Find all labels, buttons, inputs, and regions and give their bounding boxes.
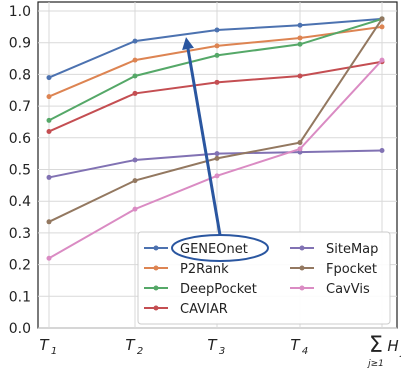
x-tick-subscript: 3	[219, 346, 225, 357]
data-point	[214, 173, 220, 179]
legend-item-caviar: CAVIAR	[144, 302, 228, 317]
series-layer	[46, 16, 385, 261]
x-tick-label: T	[207, 336, 218, 354]
data-point	[379, 147, 385, 153]
legend-label: CAVIAR	[180, 302, 228, 317]
data-point	[214, 155, 220, 161]
data-point	[46, 128, 52, 134]
legend-item-deeppocket: DeepPocket	[144, 282, 257, 297]
x-tick-label: H	[387, 337, 398, 355]
data-point	[46, 174, 52, 180]
annotation-ellipse	[171, 234, 269, 262]
y-axis-ticks: 0.0 0.1 0.2 0.3 0.4 0.5 0.6 0.7 0.8 0.9 1.0	[9, 4, 31, 337]
y-tick-label: 0.4	[9, 194, 31, 210]
data-point	[379, 24, 385, 30]
legend-item-geneonet: GENEOnet	[144, 242, 248, 257]
data-point	[214, 43, 220, 49]
y-tick-label: 0.1	[9, 289, 31, 305]
legend-marker	[153, 285, 159, 291]
data-point	[297, 41, 303, 47]
legend-marker	[153, 265, 159, 271]
data-point	[46, 94, 52, 100]
data-point	[46, 255, 52, 261]
y-tick-label: 0.9	[9, 36, 31, 52]
data-point	[297, 73, 303, 79]
x-tick-label: T	[39, 336, 50, 354]
data-point	[132, 157, 138, 163]
legend-marker	[153, 245, 159, 251]
legend-marker	[153, 305, 159, 311]
data-point	[214, 27, 220, 33]
legend-label: P2Rank	[180, 262, 229, 277]
y-tick-label: 0.3	[9, 226, 31, 242]
data-point	[132, 178, 138, 184]
y-tick-label: 0.8	[9, 67, 31, 83]
legend-label: Fpocket	[326, 262, 377, 277]
data-point	[132, 206, 138, 212]
legend-item-fpocket: Fpocket	[290, 262, 377, 277]
legend-marker	[299, 265, 305, 271]
data-point	[132, 73, 138, 79]
data-point	[46, 75, 52, 81]
data-point	[214, 52, 220, 58]
data-point	[46, 219, 52, 225]
data-point	[214, 79, 220, 85]
y-tick-label: 0.2	[9, 258, 31, 274]
legend-label: GENEOnet	[180, 242, 248, 257]
data-point	[132, 38, 138, 44]
data-point	[379, 16, 385, 22]
y-tick-label: 0.7	[9, 99, 31, 115]
legend-label: CavVis	[326, 282, 370, 297]
data-point	[379, 57, 385, 63]
data-point	[132, 57, 138, 63]
legend-box	[137, 231, 391, 325]
data-point	[214, 151, 220, 157]
x-tick-label: T	[125, 336, 136, 354]
data-point	[297, 140, 303, 146]
x-tick-sigma-subscript: j≥1	[366, 359, 384, 368]
x-tick-subscript: j	[399, 347, 401, 358]
data-point	[297, 35, 303, 41]
y-tick-label: 0.5	[9, 163, 31, 179]
legend-label: DeepPocket	[180, 282, 257, 297]
data-point	[297, 22, 303, 28]
legend-label: SiteMap	[326, 242, 378, 257]
y-tick-label: 1.0	[9, 4, 31, 20]
legend-marker	[299, 245, 305, 251]
y-tick-label: 0.6	[9, 131, 31, 147]
annotation-arrow	[171, 37, 269, 262]
legend-marker	[299, 285, 305, 291]
legend-item-p2rank: P2Rank	[144, 262, 229, 277]
legend-item-cavvis: CavVis	[290, 282, 370, 297]
x-axis-ticks: T1T2T3T4ΣHjj≥1	[39, 333, 401, 368]
y-tick-label: 0.0	[9, 321, 31, 337]
legend-item-sitemap: SiteMap	[290, 242, 378, 257]
annotation-arrow-line	[186, 46, 222, 236]
data-point	[132, 90, 138, 96]
data-point	[46, 117, 52, 123]
annotation-arrow-head	[182, 37, 194, 50]
data-point	[297, 146, 303, 152]
x-tick-subscript: 4	[302, 346, 308, 357]
x-tick-sigma: Σ	[369, 333, 383, 358]
x-tick-subscript: 1	[51, 346, 57, 357]
x-tick-subscript: 2	[137, 346, 143, 357]
x-tick-label: T	[290, 336, 301, 354]
legend: GENEOnet P2Rank DeepPocket CAVIAR SiteMap Fpo…	[137, 231, 391, 325]
